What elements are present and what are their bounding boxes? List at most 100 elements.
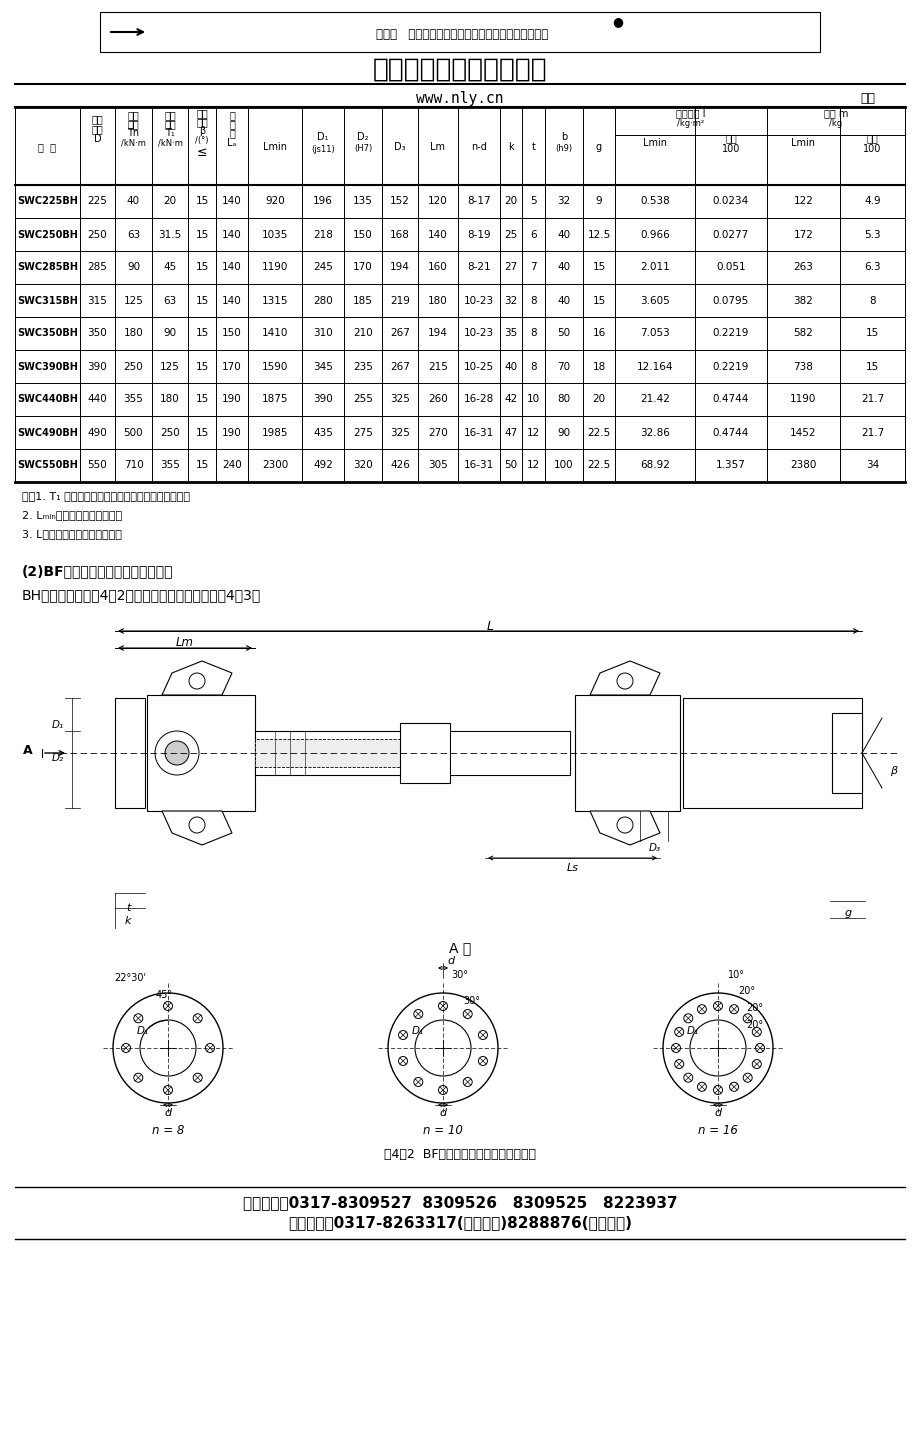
Bar bbox=[100, 12, 819, 52]
Polygon shape bbox=[589, 811, 659, 846]
Text: t: t bbox=[531, 142, 535, 152]
Circle shape bbox=[743, 1014, 752, 1022]
Text: 2. Lₘᵢₙ为缩短后的最小长度。: 2. Lₘᵢₙ为缩短后的最小长度。 bbox=[22, 510, 122, 521]
Text: 45°: 45° bbox=[156, 989, 173, 999]
Text: 1875: 1875 bbox=[262, 394, 288, 404]
Text: Lmin: Lmin bbox=[263, 142, 287, 152]
Text: 160: 160 bbox=[427, 263, 448, 272]
Bar bbox=[400, 723, 449, 784]
Text: 31.5: 31.5 bbox=[158, 230, 181, 240]
Text: 0.4744: 0.4744 bbox=[712, 394, 748, 404]
Text: 250: 250 bbox=[87, 230, 108, 240]
Text: 245: 245 bbox=[312, 263, 333, 272]
Text: β: β bbox=[199, 127, 205, 137]
Text: 转矩: 转矩 bbox=[128, 119, 139, 129]
Text: 6: 6 bbox=[529, 230, 536, 240]
Circle shape bbox=[617, 817, 632, 833]
Text: 16-31: 16-31 bbox=[463, 460, 494, 470]
Text: 0.051: 0.051 bbox=[715, 263, 745, 272]
Text: SWC250BH: SWC250BH bbox=[17, 230, 78, 240]
Text: 42: 42 bbox=[504, 394, 517, 404]
Text: 注：1. T₁ 为在交变负荷下按疲劳强度所允许的转矩。: 注：1. T₁ 为在交变负荷下按疲劳强度所允许的转矩。 bbox=[22, 490, 190, 500]
Circle shape bbox=[140, 1020, 196, 1076]
Text: 第五篇   无弹性元件挠性联轴器的选型设计与制造工艺: 第五篇 无弹性元件挠性联轴器的选型设计与制造工艺 bbox=[376, 27, 548, 40]
Text: 172: 172 bbox=[793, 230, 812, 240]
Text: ●: ● bbox=[612, 16, 623, 29]
Text: 16-31: 16-31 bbox=[463, 427, 494, 437]
Text: 426: 426 bbox=[390, 460, 410, 470]
Text: 0.0277: 0.0277 bbox=[712, 230, 748, 240]
Text: 275: 275 bbox=[353, 427, 372, 437]
Text: 435: 435 bbox=[312, 427, 333, 437]
Text: 382: 382 bbox=[793, 295, 812, 305]
Text: 型  号: 型 号 bbox=[39, 142, 56, 152]
Text: 20: 20 bbox=[164, 197, 176, 207]
Text: 5: 5 bbox=[529, 197, 536, 207]
Circle shape bbox=[188, 673, 205, 689]
Text: 582: 582 bbox=[793, 328, 812, 338]
Text: 194: 194 bbox=[390, 263, 410, 272]
Text: Ls: Ls bbox=[566, 863, 578, 873]
Text: 公称: 公称 bbox=[128, 109, 139, 119]
Circle shape bbox=[414, 1009, 423, 1018]
Text: b: b bbox=[561, 132, 566, 142]
Text: 伸: 伸 bbox=[229, 109, 234, 119]
Circle shape bbox=[713, 1001, 721, 1011]
Text: 280: 280 bbox=[312, 295, 333, 305]
Text: 170: 170 bbox=[353, 263, 372, 272]
Text: 15: 15 bbox=[195, 361, 209, 371]
Text: 190: 190 bbox=[221, 427, 242, 437]
Text: 218: 218 bbox=[312, 230, 333, 240]
Text: 32.86: 32.86 bbox=[640, 427, 669, 437]
Text: 150: 150 bbox=[221, 328, 242, 338]
Text: 90: 90 bbox=[557, 427, 570, 437]
Text: 15: 15 bbox=[865, 361, 879, 371]
Text: 10-25: 10-25 bbox=[463, 361, 494, 371]
Text: Lmin: Lmin bbox=[642, 138, 666, 148]
Circle shape bbox=[683, 1014, 692, 1022]
Text: g: g bbox=[596, 142, 601, 152]
Circle shape bbox=[164, 1001, 173, 1011]
Text: SWC225BH: SWC225BH bbox=[17, 197, 78, 207]
Text: 550: 550 bbox=[87, 460, 108, 470]
Text: SWC350BH: SWC350BH bbox=[17, 328, 78, 338]
Text: 285: 285 bbox=[87, 263, 108, 272]
Text: 15: 15 bbox=[592, 263, 605, 272]
Bar bbox=[115, 697, 145, 808]
Text: 22°30': 22°30' bbox=[114, 974, 146, 984]
Text: T₁: T₁ bbox=[165, 128, 175, 138]
Text: 738: 738 bbox=[793, 361, 812, 371]
Text: ≤: ≤ bbox=[197, 145, 207, 158]
Text: g: g bbox=[844, 907, 851, 917]
Text: 20: 20 bbox=[592, 394, 605, 404]
Text: 沧州天硕联轴器有限公司: 沧州天硕联轴器有限公司 bbox=[372, 58, 547, 83]
Text: (H7): (H7) bbox=[354, 144, 371, 154]
Circle shape bbox=[414, 1077, 423, 1087]
Text: 10-23: 10-23 bbox=[463, 295, 494, 305]
Polygon shape bbox=[589, 661, 659, 695]
Text: 回转: 回转 bbox=[92, 114, 103, 124]
Text: 8: 8 bbox=[529, 361, 536, 371]
Text: k: k bbox=[125, 916, 131, 926]
Text: 315: 315 bbox=[87, 295, 108, 305]
Text: 8-17: 8-17 bbox=[467, 197, 490, 207]
Text: d: d bbox=[447, 956, 454, 966]
Text: D₂: D₂ bbox=[51, 754, 64, 764]
Text: SWC315BH: SWC315BH bbox=[17, 295, 78, 305]
Text: 0.2219: 0.2219 bbox=[712, 361, 748, 371]
Text: Lₐ: Lₐ bbox=[227, 138, 236, 148]
Text: 152: 152 bbox=[390, 197, 410, 207]
Circle shape bbox=[193, 1014, 202, 1022]
Text: SWC440BH: SWC440BH bbox=[17, 394, 78, 404]
Text: D: D bbox=[94, 134, 101, 144]
Text: 32: 32 bbox=[504, 295, 517, 305]
Circle shape bbox=[165, 741, 188, 765]
Text: 20°: 20° bbox=[745, 1020, 762, 1030]
Text: 50: 50 bbox=[504, 460, 517, 470]
Text: d: d bbox=[165, 1109, 171, 1117]
Circle shape bbox=[754, 1044, 764, 1053]
Text: 7.053: 7.053 bbox=[640, 328, 669, 338]
Text: 50: 50 bbox=[557, 328, 570, 338]
Text: t: t bbox=[126, 903, 130, 913]
Text: 140: 140 bbox=[221, 263, 242, 272]
